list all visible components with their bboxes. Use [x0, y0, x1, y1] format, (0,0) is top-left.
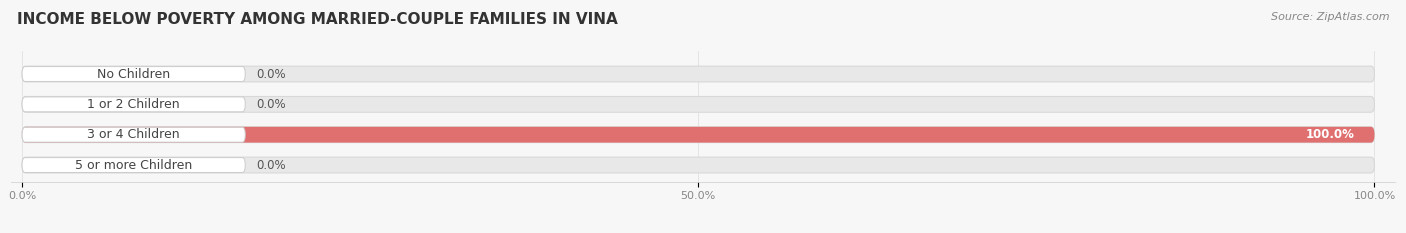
FancyBboxPatch shape: [22, 96, 1375, 112]
Text: Source: ZipAtlas.com: Source: ZipAtlas.com: [1271, 12, 1389, 22]
FancyBboxPatch shape: [22, 127, 1375, 143]
Text: 0.0%: 0.0%: [256, 68, 285, 81]
FancyBboxPatch shape: [22, 67, 245, 82]
Text: 100.0%: 100.0%: [1305, 128, 1354, 141]
Text: INCOME BELOW POVERTY AMONG MARRIED-COUPLE FAMILIES IN VINA: INCOME BELOW POVERTY AMONG MARRIED-COUPL…: [17, 12, 617, 27]
FancyBboxPatch shape: [22, 97, 245, 112]
FancyBboxPatch shape: [22, 157, 1375, 173]
Text: 0.0%: 0.0%: [256, 158, 285, 171]
FancyBboxPatch shape: [22, 127, 1375, 143]
Text: 5 or more Children: 5 or more Children: [75, 158, 193, 171]
FancyBboxPatch shape: [22, 158, 245, 172]
FancyBboxPatch shape: [22, 127, 245, 142]
Text: 0.0%: 0.0%: [256, 98, 285, 111]
Text: No Children: No Children: [97, 68, 170, 81]
Text: 1 or 2 Children: 1 or 2 Children: [87, 98, 180, 111]
FancyBboxPatch shape: [22, 66, 1375, 82]
Text: 3 or 4 Children: 3 or 4 Children: [87, 128, 180, 141]
